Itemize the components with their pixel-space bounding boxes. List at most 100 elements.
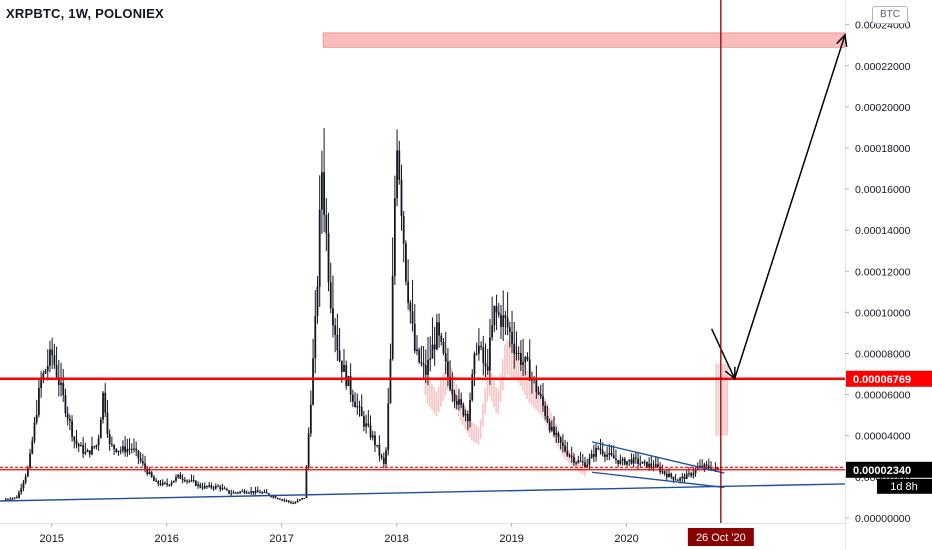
candle-body: [584, 462, 586, 468]
candle-body: [347, 376, 350, 386]
candle-body: [694, 469, 697, 474]
candle-body: [568, 455, 571, 457]
candle-body: [287, 500, 290, 502]
candle-body: [102, 392, 104, 420]
price-label-text: 0.00006769: [853, 374, 911, 386]
candle-body: [586, 464, 589, 468]
candle-body: [555, 433, 558, 435]
candle-body: [9, 499, 12, 501]
candle-body: [343, 365, 345, 372]
candle-body: [577, 460, 580, 463]
y-tick-label: 0.00004000: [855, 431, 911, 443]
candle-body: [40, 380, 43, 389]
candle-body: [590, 454, 593, 459]
resistance-price-label: [846, 370, 932, 387]
candle-body: [234, 492, 237, 494]
candle-body: [124, 446, 127, 453]
candle-body: [13, 497, 16, 499]
candle-body: [351, 394, 354, 402]
candle-body: [685, 473, 688, 480]
candle-body: [53, 355, 56, 365]
candle-body: [292, 503, 295, 505]
candle-body: [570, 455, 573, 457]
candle-body: [639, 463, 642, 465]
candle-body: [332, 308, 334, 326]
candle-body: [482, 347, 485, 364]
candle-body: [285, 500, 288, 502]
candle-body: [95, 445, 98, 448]
candle-body: [701, 465, 704, 468]
candle-body: [389, 358, 392, 404]
candle-body: [453, 393, 456, 402]
candle-body: [232, 492, 235, 494]
candle-body: [133, 448, 135, 450]
candle-body: [559, 437, 562, 443]
y-tick-label: 0.00012000: [855, 266, 911, 278]
candle-body: [110, 444, 113, 446]
candle-body: [303, 498, 306, 500]
candle-body: [610, 452, 613, 456]
candle-body: [35, 415, 38, 423]
x-tick-label: 2015: [39, 533, 63, 545]
candle-body: [38, 388, 40, 416]
candle-body: [26, 467, 29, 477]
y-tick-label: 0.00020000: [855, 102, 911, 114]
candle-body: [681, 476, 684, 479]
candle-body: [705, 464, 708, 466]
candle-body: [307, 433, 310, 468]
candle-body: [632, 457, 635, 464]
candle-body: [641, 461, 644, 464]
y-tick-label: 0.00018000: [855, 143, 911, 155]
y-tick-label: 0.00006000: [855, 390, 911, 402]
candle-body: [524, 356, 527, 363]
candle-body: [197, 484, 199, 486]
candle-body: [64, 395, 67, 414]
candle-body: [365, 423, 368, 427]
x-tick-label: 2020: [614, 533, 638, 545]
candle-body: [466, 414, 469, 422]
candle-body: [161, 482, 164, 485]
candle-body: [526, 356, 529, 360]
candle-body: [360, 406, 363, 417]
candle-body: [91, 446, 93, 455]
candle-body: [650, 463, 653, 467]
arrow-head-down: [724, 366, 736, 381]
date-marker-badge: [687, 528, 754, 546]
candle-body: [108, 434, 111, 445]
candle-body: [309, 404, 312, 434]
candle-body: [668, 473, 670, 478]
candle-body: [166, 483, 169, 485]
candle-body: [411, 311, 414, 324]
candle-body: [458, 399, 460, 405]
candle-body: [707, 465, 710, 469]
candle-body: [245, 492, 248, 494]
candle-body: [188, 480, 191, 482]
candle-body: [405, 243, 407, 282]
candle-body: [442, 341, 445, 354]
candle-body: [88, 450, 91, 455]
candle-body: [44, 370, 47, 374]
candle-body: [4, 499, 7, 501]
currency-unit-badge[interactable]: BTC: [872, 6, 908, 24]
candle-body: [290, 501, 292, 504]
candle-body: [51, 349, 54, 356]
candle-body: [336, 334, 339, 351]
candle-body: [396, 150, 398, 199]
candle-body: [164, 482, 166, 484]
candle-body: [190, 480, 193, 482]
candle-body: [152, 477, 155, 481]
candle-body: [500, 314, 502, 327]
candle-body: [391, 275, 394, 359]
candle-body: [619, 460, 622, 464]
candle-body: [239, 491, 242, 493]
candle-body: [626, 461, 628, 465]
candle-body: [298, 499, 301, 501]
x-tick-label: 2017: [269, 533, 293, 545]
candle-body: [46, 365, 49, 371]
candle-body: [256, 490, 259, 493]
candle-body: [84, 451, 87, 454]
candle-body: [22, 482, 25, 489]
y-tick-label: 0.00022000: [855, 61, 911, 73]
candle-body: [380, 455, 383, 458]
